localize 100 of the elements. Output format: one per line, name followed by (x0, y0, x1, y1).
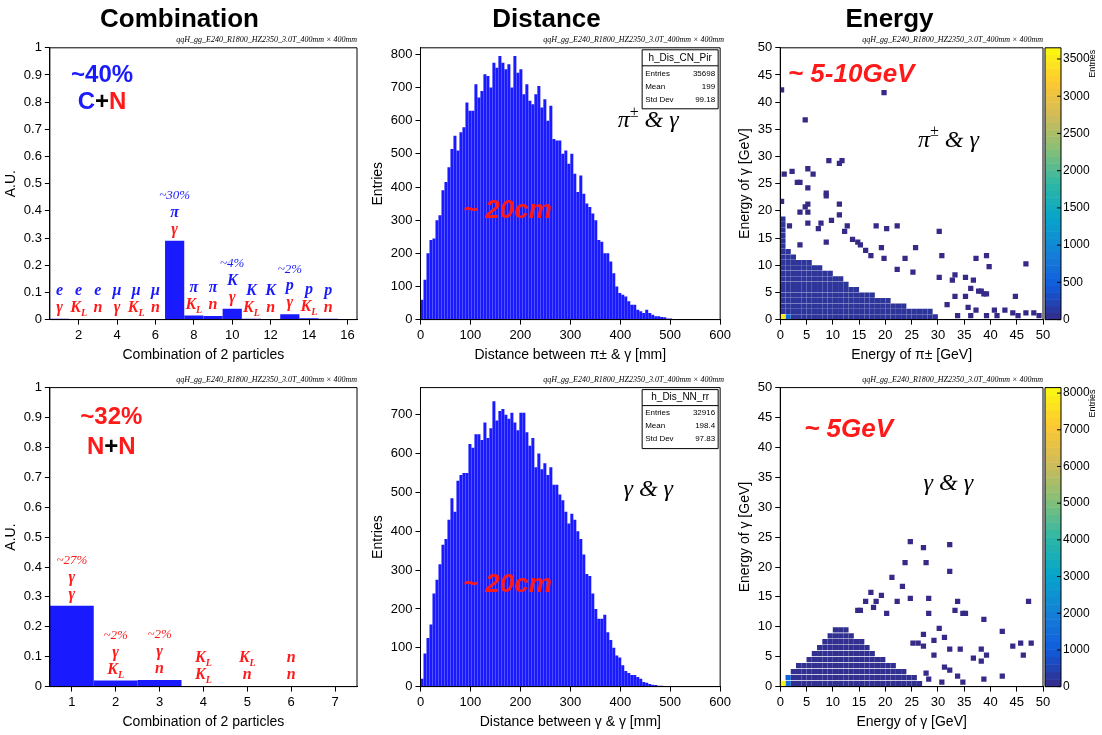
x-tick-label: 10 (825, 326, 841, 342)
x-tick-label: 30 (930, 326, 946, 342)
y-tick-label: 0.8 (23, 438, 42, 454)
color-bar-label: 7000 (1063, 422, 1091, 437)
y-tick-label: 10 (757, 256, 773, 272)
annotation: p n (322, 280, 333, 315)
y-axis-title: Energy of γ [GeV] (736, 128, 753, 239)
x-tick-label: 35 (956, 693, 972, 709)
y-tick-label: 10 (757, 618, 773, 634)
y-axis-title: Entries (369, 515, 386, 559)
y-tick-label: 600 (390, 112, 413, 128)
x-axis-title: Distance between π± & γ [mm] (474, 346, 667, 363)
x-tick-label: 0 (416, 693, 425, 709)
x-tick-label: 100 (459, 326, 482, 342)
annotation: K n (264, 281, 278, 316)
y-axis-title: A.U. (2, 523, 19, 551)
y-tick-label: 700 (390, 406, 413, 422)
annotation: ~ 20cm (462, 194, 552, 225)
annotation: μ n (150, 281, 160, 316)
y-tick-label: 1 (34, 39, 42, 55)
x-axis-title: Distance between γ & γ [mm] (479, 713, 661, 730)
text: Entries 32916 (645, 408, 716, 418)
y-tick-label: 0 (765, 678, 773, 694)
annotation: h_Dis_NN_rr (651, 391, 710, 403)
x-tick-label: 200 (509, 326, 532, 342)
x-tick-label: 8 (190, 326, 198, 342)
text: Entries 35698 (645, 68, 716, 78)
x-tick-label: 100 (459, 693, 482, 709)
x-tick-label: 10 (825, 693, 841, 709)
y-tick-label: 0.7 (23, 120, 42, 136)
color-bar-label: 1000 (1063, 642, 1091, 657)
x-tick-label: 2 (112, 693, 120, 709)
x-tick-label: 200 (509, 693, 532, 709)
y-tick-label: 0.8 (23, 93, 42, 109)
x-tick-label: 25 (904, 326, 919, 342)
chart-subtitle: qqH_gg_E240_R1800_HZ2350_3.0T_400mm × 400mm (862, 35, 1044, 45)
y-tick-label: 15 (757, 229, 773, 245)
x-tick-label: 7 (331, 693, 339, 709)
chart-title: Combination (100, 2, 259, 33)
chart-subtitle: qqH_gg_E240_R1800_HZ2350_3.0T_400mm × 400mm (543, 374, 725, 384)
x-tick-label: 500 (659, 326, 682, 342)
y-tick-label: 0 (405, 678, 413, 694)
y-tick-label: 700 (390, 79, 413, 95)
x-axis-title: Energy of π± [GeV] (851, 346, 973, 363)
annotation: ~4% K γ (220, 255, 245, 306)
y-tick-label: 200 (390, 244, 413, 260)
x-tick-label: 500 (659, 693, 682, 709)
x-tick-label: 5 (243, 693, 251, 709)
annotation: π± & γ (917, 122, 980, 152)
y-tick-label: 0.7 (23, 468, 42, 484)
color-bar-label: 1500 (1063, 200, 1091, 215)
y-tick-label: 0.3 (23, 588, 42, 604)
y-tick-label: 0.2 (23, 618, 42, 634)
annotation: e n (93, 281, 103, 316)
annotation: π± & γ (617, 102, 680, 133)
y-axis-title: Energy of γ [GeV] (736, 481, 753, 593)
annotation: e γ (55, 280, 64, 316)
y-tick-label: 0.9 (23, 66, 42, 82)
chart-title: Distance (492, 2, 601, 33)
annotation: h_Dis_CN_Pir (648, 51, 713, 63)
color-bar-label: 2500 (1063, 125, 1091, 140)
x-tick-label: 0 (776, 326, 784, 342)
x-tick-label: 35 (956, 326, 972, 342)
y-tick-label: 0 (765, 311, 773, 327)
color-bar-label: 4000 (1063, 532, 1091, 547)
x-tick-label: 600 (709, 326, 732, 342)
annotation: ~ 20cm (462, 568, 552, 599)
y-tick-label: 0.9 (23, 409, 42, 425)
color-bar-label: 6000 (1063, 458, 1091, 473)
x-tick-label: 400 (609, 693, 632, 709)
y-tick-label: 0 (34, 311, 42, 327)
color-bar-label: 3000 (1063, 88, 1091, 103)
y-tick-label: 0.5 (23, 175, 42, 191)
annotation: ~32% (80, 402, 143, 430)
annotation: γ & γ (923, 468, 974, 495)
chart-subtitle: qqH_gg_E240_R1800_HZ2350_3.0T_400mm × 400mm (176, 35, 358, 45)
x-tick-label: 4 (199, 693, 208, 709)
y-tick-label: 1 (34, 379, 42, 395)
y-tick-label: 30 (757, 148, 773, 164)
x-tick-label: 1 (68, 693, 76, 709)
annotation: n n (286, 648, 296, 683)
annotation: π n (208, 278, 219, 313)
color-bar-label: 0 (1063, 311, 1070, 326)
y-tick-label: 20 (757, 202, 773, 218)
x-tick-label: 40 (983, 326, 998, 342)
y-tick-label: 500 (390, 484, 413, 500)
x-tick-label: 45 (1009, 693, 1024, 709)
x-tick-label: 16 (340, 326, 355, 342)
y-tick-label: 400 (390, 178, 413, 194)
x-tick-label: 3 (155, 693, 164, 709)
y-tick-label: 0.4 (23, 558, 42, 574)
x-tick-label: 300 (559, 326, 582, 342)
y-tick-label: 400 (390, 522, 413, 538)
annotation: C+N (77, 86, 127, 114)
y-tick-label: 0.5 (23, 528, 42, 544)
annotation: ~30% π γ (159, 187, 191, 238)
y-tick-label: 20 (757, 558, 773, 574)
y-tick-label: 0 (34, 678, 42, 694)
text: Mean 199 (645, 81, 716, 91)
y-tick-label: 0.3 (23, 229, 42, 245)
